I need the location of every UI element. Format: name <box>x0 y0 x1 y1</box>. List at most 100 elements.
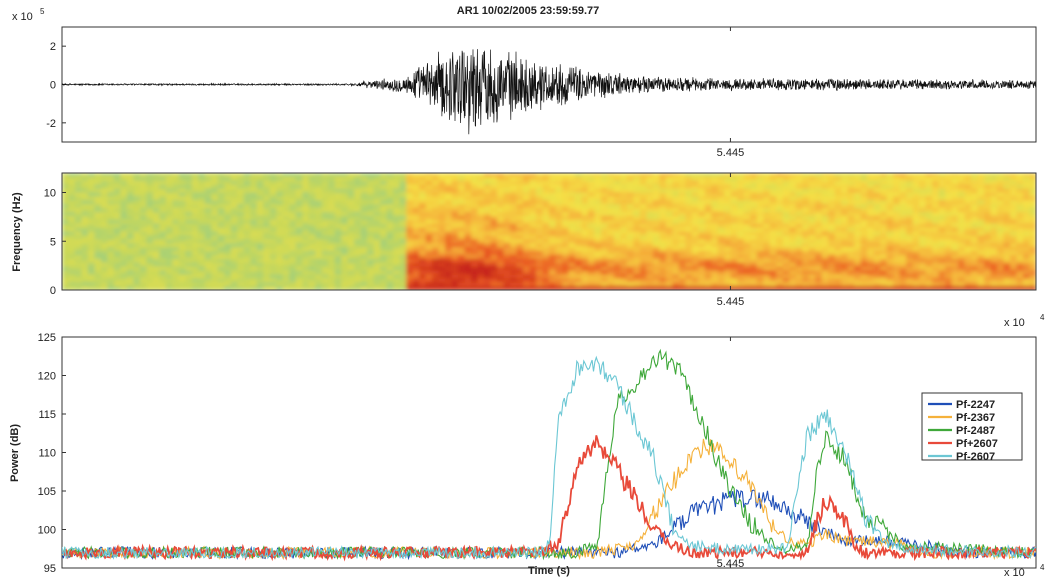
heatmap-cell <box>912 251 920 256</box>
heatmap-cell <box>633 274 641 279</box>
heatmap-cell <box>230 200 238 205</box>
heatmap-cell <box>769 274 777 279</box>
heatmap-cell <box>458 274 466 279</box>
heatmap-cell <box>698 212 706 217</box>
heatmap-cell <box>341 196 349 201</box>
heatmap-cell <box>964 251 972 256</box>
heatmap-cell <box>113 184 122 190</box>
heatmap-cell <box>594 204 602 209</box>
heatmap-cell <box>204 200 212 205</box>
heatmap-cell <box>419 180 427 186</box>
heatmap-cell <box>938 223 946 229</box>
heatmap-cell <box>94 219 102 225</box>
heatmap-cell <box>737 176 745 182</box>
heatmap-cell <box>782 266 790 272</box>
heatmap-cell <box>945 192 953 197</box>
heatmap-cell <box>756 196 764 201</box>
heatmap-cell <box>126 243 135 248</box>
heatmap-cell <box>419 173 427 178</box>
heatmap-cell <box>873 176 881 182</box>
heatmap-cell <box>490 223 498 229</box>
heatmap-cell <box>302 262 310 268</box>
heatmap-cell <box>847 223 855 229</box>
heatmap-cell <box>607 278 615 283</box>
heatmap-cell <box>919 173 927 178</box>
heatmap-cell <box>841 239 849 244</box>
heatmap-cell <box>932 188 940 194</box>
heatmap-cell <box>568 192 576 197</box>
heatmap-cell <box>256 219 264 225</box>
heatmap-cell <box>100 258 109 264</box>
heatmap-cell <box>354 243 362 248</box>
heatmap-cell <box>886 200 894 205</box>
heatmap-cell <box>743 239 751 244</box>
heatmap-cell <box>834 173 842 178</box>
heatmap-cell <box>932 262 940 268</box>
heatmap-cell <box>717 231 725 236</box>
heatmap-cell <box>581 239 589 244</box>
heatmap-cell <box>639 196 647 201</box>
heatmap-cell <box>139 173 148 178</box>
heatmap-cell <box>276 184 284 190</box>
heatmap-cell <box>899 212 907 217</box>
heatmap-cell <box>906 239 914 244</box>
heatmap-cell <box>334 251 342 256</box>
heatmap-cell <box>886 243 894 248</box>
heatmap-cell <box>308 274 316 279</box>
heatmap-cell <box>438 223 446 229</box>
heatmap-cell <box>133 282 141 287</box>
heatmap-cell <box>165 223 173 229</box>
heatmap-cell <box>678 192 686 197</box>
heatmap-cell <box>406 200 414 205</box>
heatmap-cell <box>1010 188 1018 194</box>
heatmap-cell <box>302 278 310 283</box>
heatmap-cell <box>730 258 738 264</box>
heatmap-cell <box>250 262 258 268</box>
heatmap-cell <box>113 247 122 252</box>
heatmap-cell <box>1023 208 1031 213</box>
heatmap-cell <box>906 176 914 182</box>
heatmap-cell <box>347 270 355 275</box>
heatmap-cell <box>613 223 622 229</box>
heatmap-cell <box>529 208 537 213</box>
heatmap-cell <box>977 180 985 186</box>
heatmap-cell <box>600 196 609 201</box>
power-x-ticks: 5.4455.455.4555.465.465 <box>717 337 744 570</box>
heatmap-cell <box>412 231 420 236</box>
heatmap-cell <box>626 247 635 252</box>
heatmap-cell <box>568 212 576 217</box>
heatmap-cell <box>847 227 855 233</box>
heatmap-cell <box>919 282 927 287</box>
heatmap-cell <box>399 270 407 275</box>
heatmap-cell <box>237 251 245 256</box>
heatmap-cell <box>139 235 148 240</box>
heatmap-cell <box>782 212 790 217</box>
heatmap-cell <box>587 282 596 287</box>
heatmap-cell <box>536 270 544 275</box>
heatmap-cell <box>886 278 894 283</box>
heatmap-cell <box>574 274 583 279</box>
heatmap-cell <box>919 270 927 275</box>
heatmap-cell <box>523 196 531 201</box>
heatmap-cell <box>107 223 115 229</box>
heatmap-cell <box>250 196 258 201</box>
heatmap-cell <box>126 266 135 272</box>
heatmap-cell <box>990 258 998 264</box>
heatmap-cell <box>782 235 790 240</box>
y-tick-label: 125 <box>38 332 56 344</box>
heatmap-cell <box>477 215 485 221</box>
heatmap-cell <box>990 235 998 240</box>
heatmap-cell <box>464 204 472 209</box>
heatmap-cell <box>1003 239 1011 244</box>
heatmap-cell <box>893 188 901 194</box>
heatmap-cell <box>977 239 985 244</box>
heatmap-cell <box>419 266 427 272</box>
heatmap-cell <box>685 243 693 248</box>
heatmap-cell <box>178 274 186 279</box>
heatmap-cell <box>802 266 810 272</box>
heatmap-cell <box>549 254 557 260</box>
heatmap-cell <box>984 239 992 244</box>
heatmap-cell <box>263 200 271 205</box>
heatmap-cell <box>730 176 738 182</box>
heatmap-cell <box>497 231 505 236</box>
